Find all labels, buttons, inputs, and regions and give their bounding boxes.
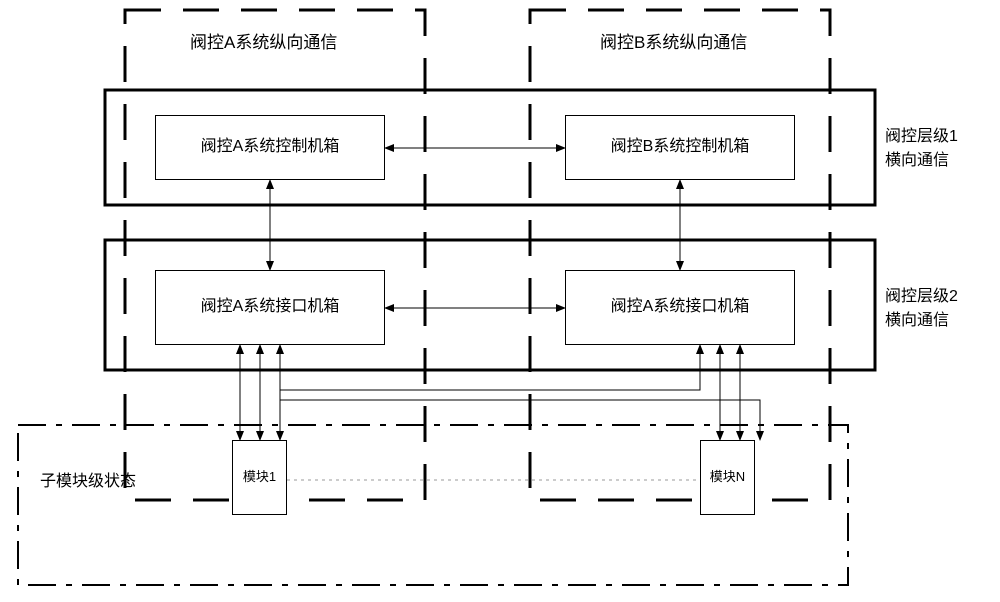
node-module-1: 模块1: [232, 440, 287, 515]
label-vertical-b: 阀控B系统纵向通信: [600, 30, 747, 56]
node-intf-a: 阀控A系统接口机箱: [155, 270, 385, 345]
label-level-2: 阀控层级2 横向通信: [885, 285, 958, 333]
link-cross-a-to-N: [280, 345, 760, 440]
svg-overlay: [0, 0, 1000, 602]
node-ctrl-a-text: 阀控A系统控制机箱: [201, 136, 340, 158]
label-level-1-line1: 阀控层级1: [885, 128, 958, 145]
node-module-n-text: 模块N: [710, 468, 745, 486]
node-intf-a-text: 阀控A系统接口机箱: [201, 296, 340, 318]
group-vertical-b: [530, 10, 830, 500]
node-ctrl-a: 阀控A系统控制机箱: [155, 115, 385, 180]
label-level-1-line2: 横向通信: [885, 152, 949, 169]
node-module-1-text: 模块1: [243, 468, 276, 486]
link-cross-b-to-1: [280, 345, 700, 440]
node-intf-b-text: 阀控A系统接口机箱: [611, 296, 750, 318]
label-submodule: 子模块级状态: [40, 470, 136, 494]
node-module-n: 模块N: [700, 440, 755, 515]
diagram-canvas: 阀控A系统纵向通信 阀控B系统纵向通信 阀控层级1 横向通信 阀控层级2 横向通…: [0, 0, 1000, 602]
node-intf-b: 阀控A系统接口机箱: [565, 270, 795, 345]
group-vertical-a: [125, 10, 425, 500]
node-ctrl-b: 阀控B系统控制机箱: [565, 115, 795, 180]
label-level-1: 阀控层级1 横向通信: [885, 125, 958, 173]
label-level-2-line2: 横向通信: [885, 312, 949, 329]
label-level-2-line1: 阀控层级2: [885, 288, 958, 305]
node-ctrl-b-text: 阀控B系统控制机箱: [611, 136, 750, 158]
label-vertical-a: 阀控A系统纵向通信: [190, 30, 337, 56]
